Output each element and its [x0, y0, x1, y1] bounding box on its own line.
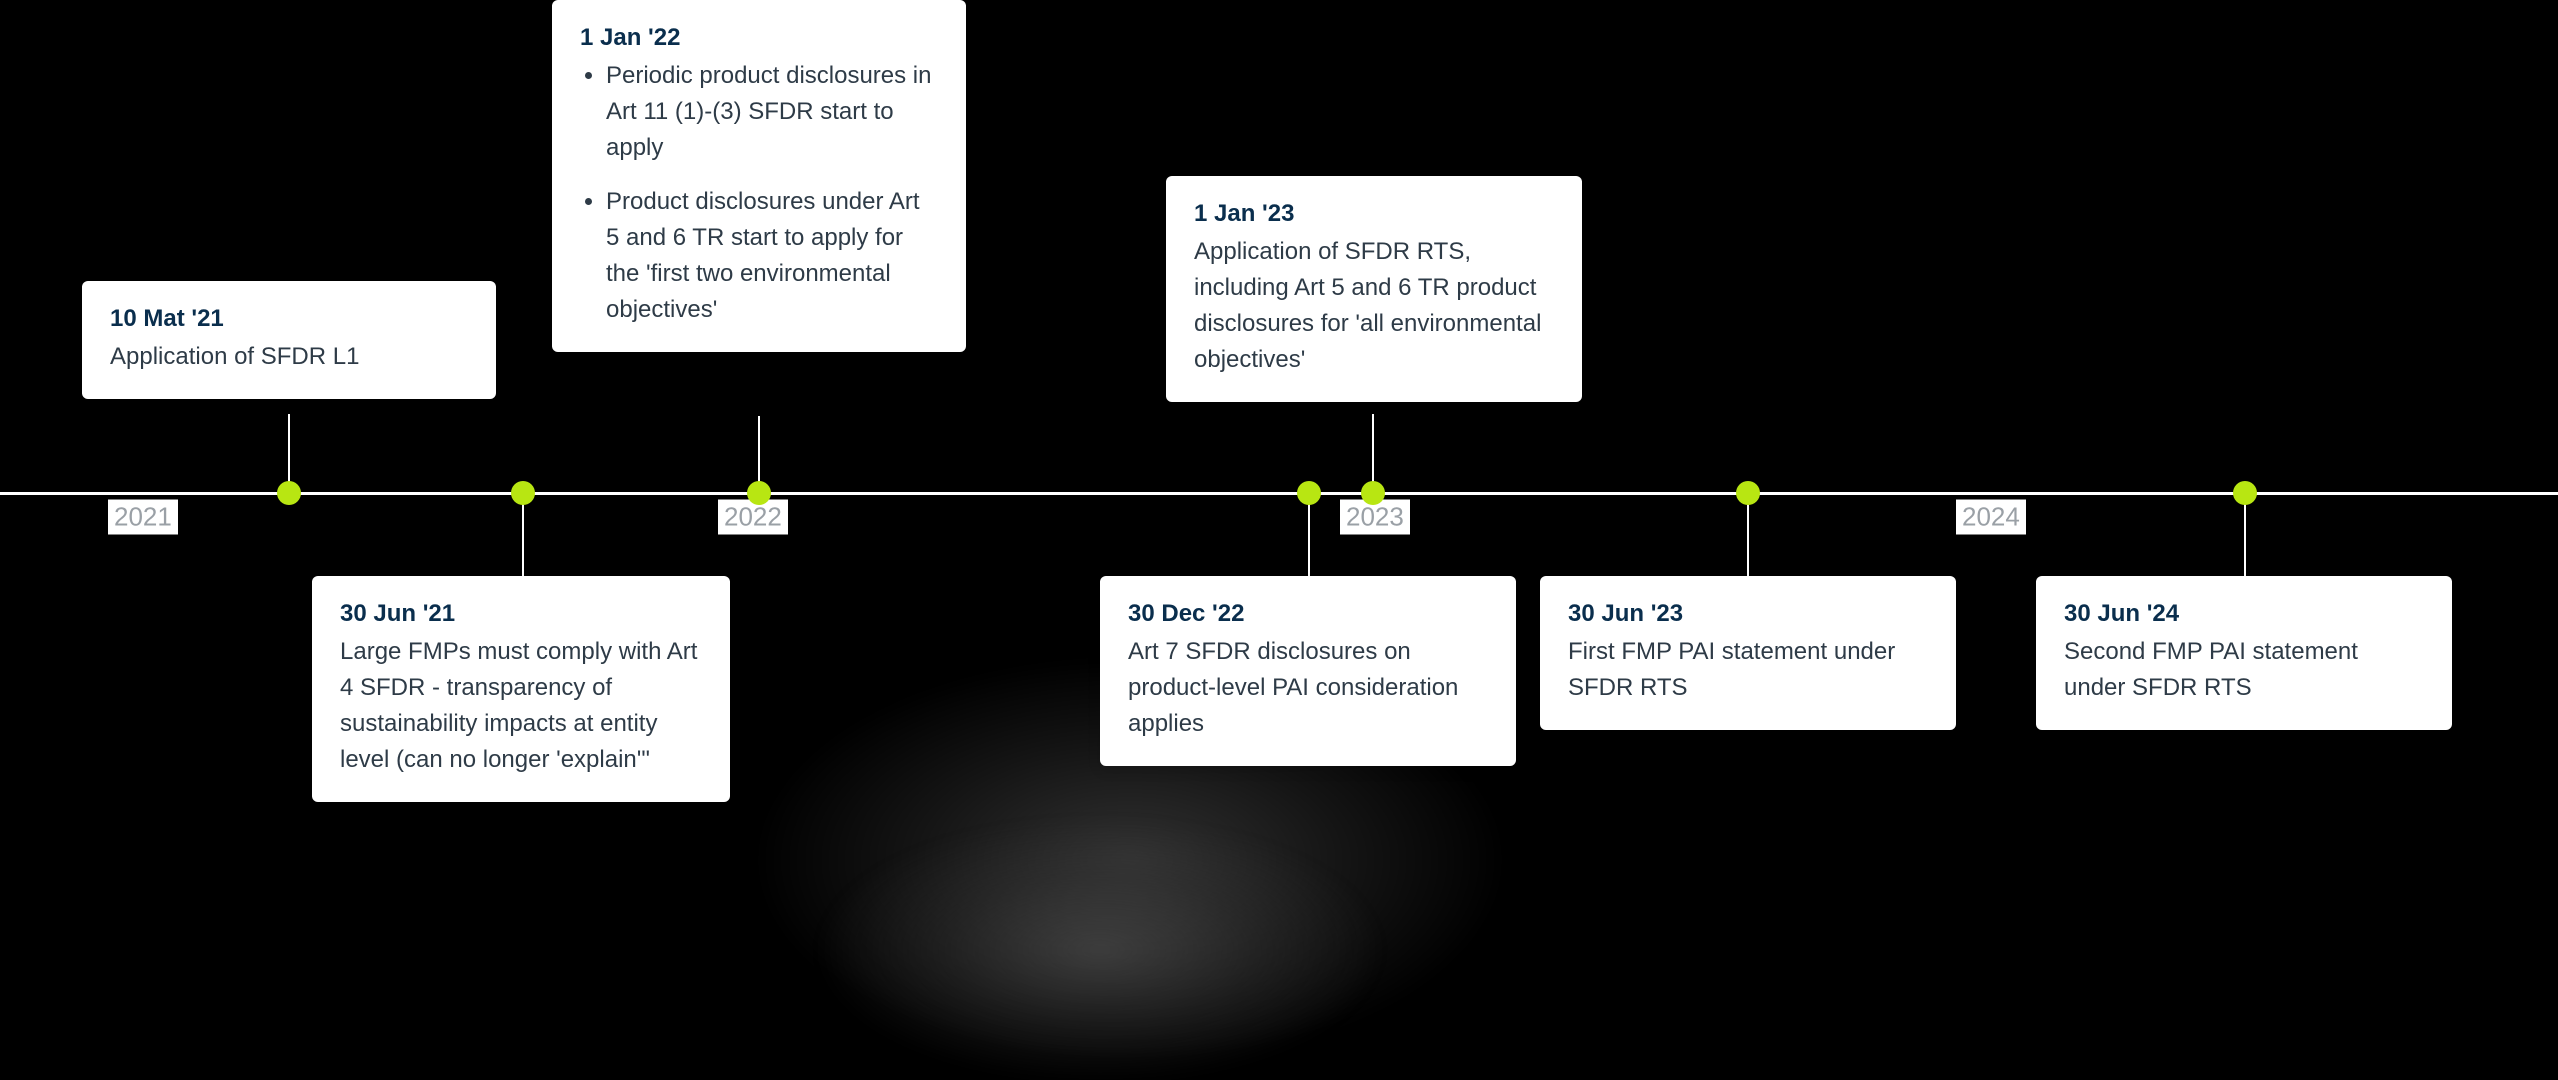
event-body: Periodic product disclosures in Art 11 (… — [580, 58, 938, 328]
connector — [522, 493, 524, 576]
event-date: 1 Jan '22 — [580, 24, 938, 52]
connector — [1308, 493, 1310, 576]
timeline-dot — [511, 481, 535, 505]
event-date: 30 Jun '24 — [2064, 600, 2424, 628]
year-label-2024: 2024 — [1956, 500, 2026, 535]
event-card: 30 Jun '24 Second FMP PAI statement unde… — [2036, 576, 2452, 730]
timeline-dot — [1361, 481, 1385, 505]
event-card: 1 Jan '22 Periodic product disclosures i… — [552, 0, 966, 352]
timeline-axis — [0, 492, 2558, 495]
event-card: 30 Dec '22 Art 7 SFDR disclosures on pro… — [1100, 576, 1516, 766]
event-date: 30 Jun '23 — [1568, 600, 1928, 628]
event-body-item: Product disclosures under Art 5 and 6 TR… — [606, 184, 938, 328]
event-body-list: Periodic product disclosures in Art 11 (… — [580, 58, 938, 328]
event-body: Application of SFDR L1 — [110, 339, 468, 375]
timeline-dot — [747, 481, 771, 505]
background-smudge — [820, 820, 1380, 1080]
event-body: Second FMP PAI statement under SFDR RTS — [2064, 634, 2424, 706]
event-body: First FMP PAI statement under SFDR RTS — [1568, 634, 1928, 706]
connector — [1747, 493, 1749, 576]
event-card: 30 Jun '21 Large FMPs must comply with A… — [312, 576, 730, 802]
connector — [2244, 493, 2246, 576]
timeline-dot — [1297, 481, 1321, 505]
timeline-dot — [1736, 481, 1760, 505]
event-body: Large FMPs must comply with Art 4 SFDR -… — [340, 634, 702, 778]
year-label-2022: 2022 — [718, 500, 788, 535]
timeline-dot — [277, 481, 301, 505]
event-body: Art 7 SFDR disclosures on product-level … — [1128, 634, 1488, 742]
event-date: 30 Jun '21 — [340, 600, 702, 628]
year-label-2021: 2021 — [108, 500, 178, 535]
event-date: 10 Mat '21 — [110, 305, 468, 333]
event-body: Application of SFDR RTS, including Art 5… — [1194, 234, 1554, 378]
timeline-dot — [2233, 481, 2257, 505]
event-card: 1 Jan '23 Application of SFDR RTS, inclu… — [1166, 176, 1582, 402]
event-date: 30 Dec '22 — [1128, 600, 1488, 628]
event-card: 30 Jun '23 First FMP PAI statement under… — [1540, 576, 1956, 730]
event-card: 10 Mat '21 Application of SFDR L1 — [82, 281, 496, 399]
event-date: 1 Jan '23 — [1194, 200, 1554, 228]
event-body-item: Periodic product disclosures in Art 11 (… — [606, 58, 938, 166]
